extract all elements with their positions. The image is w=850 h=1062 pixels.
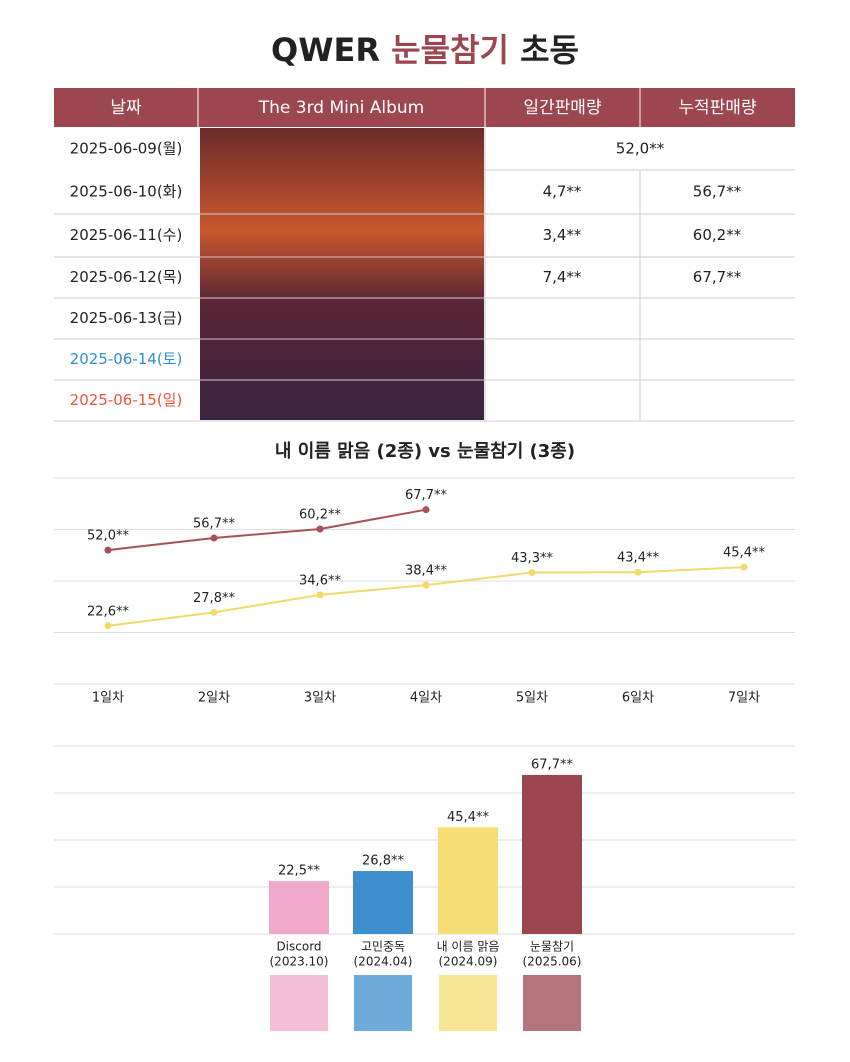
header-cell: 날짜 [110, 98, 142, 118]
title-highlight: 눈물참기 [391, 31, 509, 69]
title-suffix: 초동 [520, 31, 579, 69]
page-title: QWER 눈물참기 초동 [271, 31, 579, 69]
data-label: 52,0** [87, 529, 129, 544]
data-label: 26,8** [362, 854, 404, 869]
x-tick-label: 1일차 [92, 691, 124, 706]
date-cell: 2025-06-12(목) [70, 268, 183, 286]
x-tick-label: 고민중독 [361, 940, 405, 954]
album-art [200, 128, 484, 420]
bar [438, 827, 498, 934]
header-cell: 누적판매량 [678, 98, 757, 118]
daily-cell: 4,7** [543, 183, 582, 201]
data-label: 67,7** [405, 488, 447, 503]
album-thumbnail [354, 975, 412, 1031]
line-point [104, 622, 112, 630]
total-cell: 60,2** [693, 226, 742, 244]
line-point [104, 546, 112, 554]
line-point [740, 563, 748, 571]
x-tick-date: (2023.10) [270, 955, 329, 969]
data-label: 34,6** [299, 573, 341, 588]
x-tick-label: Discord [276, 940, 321, 954]
line-series [107, 508, 427, 552]
header-cell: 일간판매량 [523, 98, 602, 118]
line-point [634, 568, 642, 576]
x-tick-date: (2025.06) [523, 955, 582, 969]
header-cell: The 3rd Mini Album [258, 98, 425, 118]
x-tick-label: 7일차 [728, 691, 760, 706]
line-point [210, 534, 218, 542]
data-label: 43,4** [617, 551, 659, 566]
line-point [422, 581, 430, 589]
date-cell: 2025-06-15(일) [70, 391, 183, 409]
album-thumbnail [523, 975, 581, 1031]
line-point [528, 569, 536, 577]
line-point [210, 608, 218, 616]
line-point [422, 506, 430, 514]
line-point [316, 591, 324, 599]
x-tick-label: 3일차 [304, 691, 336, 706]
data-label: 22,6** [87, 604, 129, 619]
daily-cell: 7,4** [543, 268, 582, 286]
x-tick-date: (2024.09) [439, 955, 498, 969]
bar [522, 774, 582, 934]
x-tick-label: 5일차 [516, 691, 548, 706]
x-tick-date: (2024.04) [354, 955, 413, 969]
x-tick-label: 4일차 [410, 691, 442, 706]
daily-cell: 3,4** [543, 226, 582, 244]
x-tick-label: 6일차 [622, 691, 654, 706]
data-label: 27,8** [193, 591, 235, 606]
album-thumbnail [439, 975, 497, 1031]
data-label: 67,7** [531, 757, 573, 772]
bar [269, 881, 329, 934]
date-cell: 2025-06-11(수) [70, 226, 183, 244]
date-cell: 2025-06-14(토) [70, 350, 183, 368]
total-cell: 56,7** [693, 183, 742, 201]
x-tick-label: 눈물참기 [530, 940, 574, 954]
total-cell: 67,7** [693, 268, 742, 286]
line-point [316, 525, 324, 533]
data-label: 45,4** [723, 546, 765, 561]
data-label: 45,4** [447, 810, 489, 825]
data-label: 56,7** [193, 516, 235, 531]
data-label: 22,5** [278, 864, 320, 879]
data-label: 43,3** [511, 551, 553, 566]
date-cell: 2025-06-13(금) [70, 309, 183, 327]
date-cell: 2025-06-09(월) [70, 140, 183, 158]
data-label: 60,2** [299, 507, 341, 522]
chart-title: 내 이름 맑음 (2종) vs 눈물참기 (3종) [275, 441, 575, 462]
album-thumbnail [270, 975, 328, 1031]
date-cell: 2025-06-10(화) [70, 183, 183, 201]
x-tick-label: 2일차 [198, 691, 230, 706]
data-label: 38,4** [405, 564, 447, 579]
sales-cell: 52,0** [616, 140, 665, 158]
x-tick-label: 내 이름 맑음 [437, 940, 500, 954]
bar [353, 871, 413, 934]
title-prefix: QWER [271, 31, 380, 69]
table-header [54, 88, 795, 127]
